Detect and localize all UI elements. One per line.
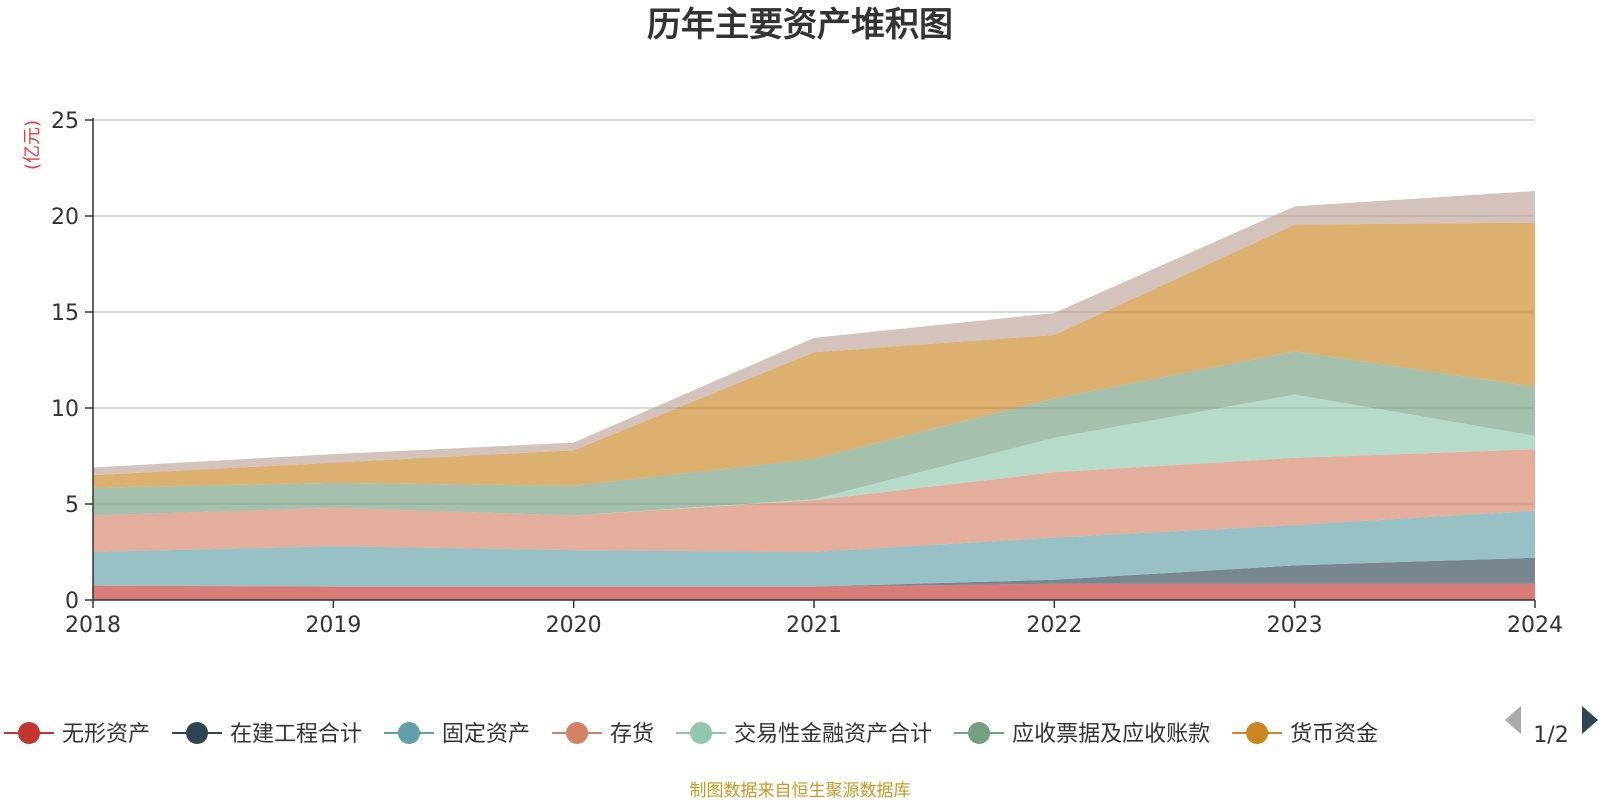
legend-label: 无形资产: [62, 722, 150, 747]
area-series-1: [93, 557, 1535, 587]
x-tick-label: 2023: [1267, 613, 1323, 638]
legend-marker: [1246, 722, 1269, 744]
legend-label: 存货: [610, 722, 654, 747]
legend-item-3[interactable]: 存货: [552, 722, 654, 747]
legend-item-1[interactable]: 在建工程合计: [172, 722, 362, 747]
x-tick-label: 2018: [65, 613, 121, 638]
data-source-note: 制图数据来自恒生聚源数据库: [690, 781, 911, 800]
legend-marker: [566, 722, 589, 744]
legend-marker: [18, 722, 40, 744]
pager-count: 1/2: [1533, 723, 1568, 748]
y-tick-label: 10: [51, 397, 79, 422]
x-tick-label: 2024: [1507, 613, 1563, 638]
legend-item-5[interactable]: 应收票据及应收账款: [954, 722, 1210, 747]
legend-marker: [186, 722, 209, 744]
x-tick-label: 2021: [786, 613, 842, 638]
chart-title: 历年主要资产堆积图: [647, 5, 953, 45]
x-tick-label: 2019: [305, 613, 361, 638]
y-tick-label: 15: [51, 301, 79, 326]
legend-item-0[interactable]: 无形资产: [4, 722, 150, 747]
legend-pager[interactable]: 1/2: [1505, 706, 1598, 748]
legend-label: 在建工程合计: [230, 722, 362, 747]
legend: 无形资产 在建工程合计 固定资产 存货 交易性金融资产合计 应收票据及应收账款 货币资金: [4, 722, 1378, 747]
y-axis-unit: (亿元): [22, 120, 43, 170]
legend-marker: [690, 722, 713, 744]
x-tick-label: 2020: [546, 613, 602, 638]
legend-label: 应收票据及应收账款: [1012, 722, 1210, 747]
area-series-2: [93, 510, 1535, 587]
area-series-7: [93, 191, 1535, 476]
legend-label: 固定资产: [442, 722, 530, 747]
area-series-group: [93, 191, 1535, 600]
y-tick-label: 25: [51, 109, 79, 134]
legend-item-4[interactable]: 交易性金融资产合计: [676, 722, 932, 747]
x-tick-label: 2022: [1026, 613, 1082, 638]
legend-item-6[interactable]: 货币资金: [1232, 722, 1378, 747]
pager-next-icon[interactable]: [1582, 706, 1598, 734]
area-series-5: [93, 351, 1535, 516]
legend-marker: [968, 722, 991, 744]
area-series-3: [93, 449, 1535, 552]
area-series-0: [93, 583, 1535, 600]
legend-label: 交易性金融资产合计: [734, 722, 932, 747]
legend-label: 货币资金: [1290, 722, 1378, 747]
axes: 0 5 10 15 20 25 2018 2019 2020 2021 2022 2023 2024: [51, 109, 1563, 638]
area-series-6: [93, 222, 1535, 488]
area-series-4: [93, 394, 1535, 516]
y-tick-label: 0: [65, 589, 79, 614]
legend-marker: [398, 722, 421, 744]
legend-item-2[interactable]: 固定资产: [384, 722, 530, 747]
y-tick-label: 5: [65, 493, 79, 518]
y-tick-label: 20: [51, 205, 79, 230]
pager-prev-icon[interactable]: [1505, 706, 1521, 734]
